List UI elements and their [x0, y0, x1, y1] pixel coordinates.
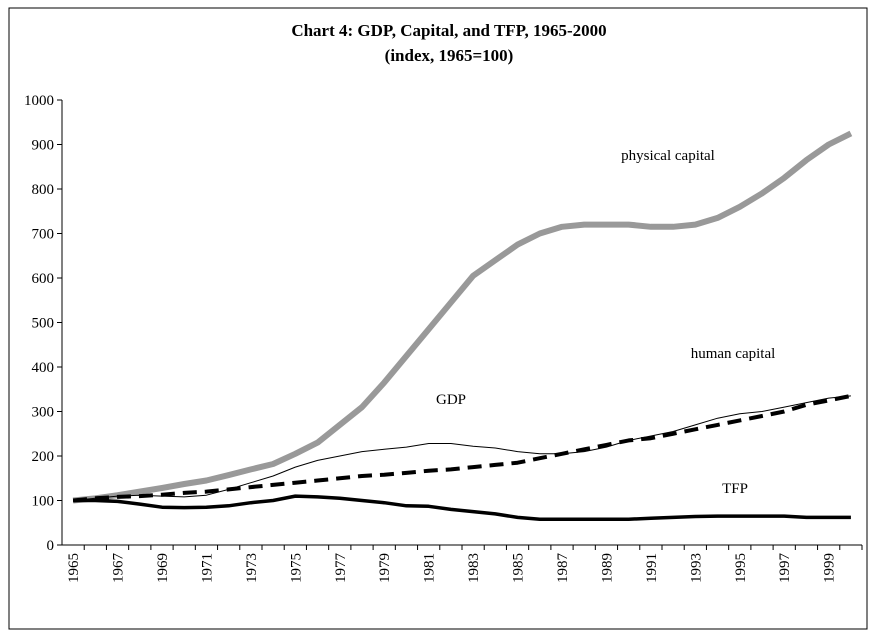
y-tick-label: 700: [32, 227, 55, 243]
x-tick-label: 1975: [288, 553, 304, 583]
series-line: [73, 494, 851, 521]
x-tick-label: 1971: [199, 553, 215, 583]
x-tick-label: 1977: [333, 553, 349, 584]
x-tick-label: 1989: [599, 553, 615, 583]
y-tick-label: 600: [32, 271, 55, 287]
chart-subtitle: (index, 1965=100): [385, 46, 514, 65]
series-label: GDP: [436, 392, 466, 408]
series-label: physical capital: [621, 148, 715, 164]
x-tick-label: 1995: [733, 553, 749, 583]
chart-frame: [8, 7, 868, 630]
x-tick-label: 1985: [511, 553, 527, 583]
x-tick-label: 1997: [777, 553, 793, 584]
y-tick-label: 200: [32, 449, 55, 465]
x-tick-label: 1973: [244, 553, 260, 583]
y-tick-label: 0: [47, 538, 55, 554]
y-tick-label: 1000: [24, 93, 54, 109]
y-tick-label: 500: [32, 316, 55, 332]
y-tick-label: 100: [32, 494, 55, 510]
chart-title: Chart 4: GDP, Capital, and TFP, 1965-200…: [291, 21, 606, 40]
x-tick-label: 1983: [466, 553, 482, 583]
x-tick-label: 1993: [688, 553, 704, 583]
y-tick-label: 900: [32, 138, 55, 154]
y-tick-label: 800: [32, 182, 55, 198]
series-label: TFP: [722, 481, 748, 497]
x-tick-label: 1979: [377, 553, 393, 583]
x-tick-label: 1999: [822, 553, 838, 583]
y-tick-label: 400: [32, 360, 55, 376]
series-line: [73, 395, 851, 501]
x-tick-label: 1991: [644, 553, 660, 583]
y-tick-label: 300: [32, 405, 55, 421]
series-label: human capital: [691, 346, 776, 362]
series-line: [72, 130, 853, 504]
x-tick-label: 1965: [66, 553, 82, 583]
x-tick-label: 1981: [422, 553, 438, 583]
x-tick-label: 1987: [555, 553, 571, 584]
x-tick-label: 1967: [111, 553, 127, 584]
x-tick-label: 1969: [155, 553, 171, 583]
